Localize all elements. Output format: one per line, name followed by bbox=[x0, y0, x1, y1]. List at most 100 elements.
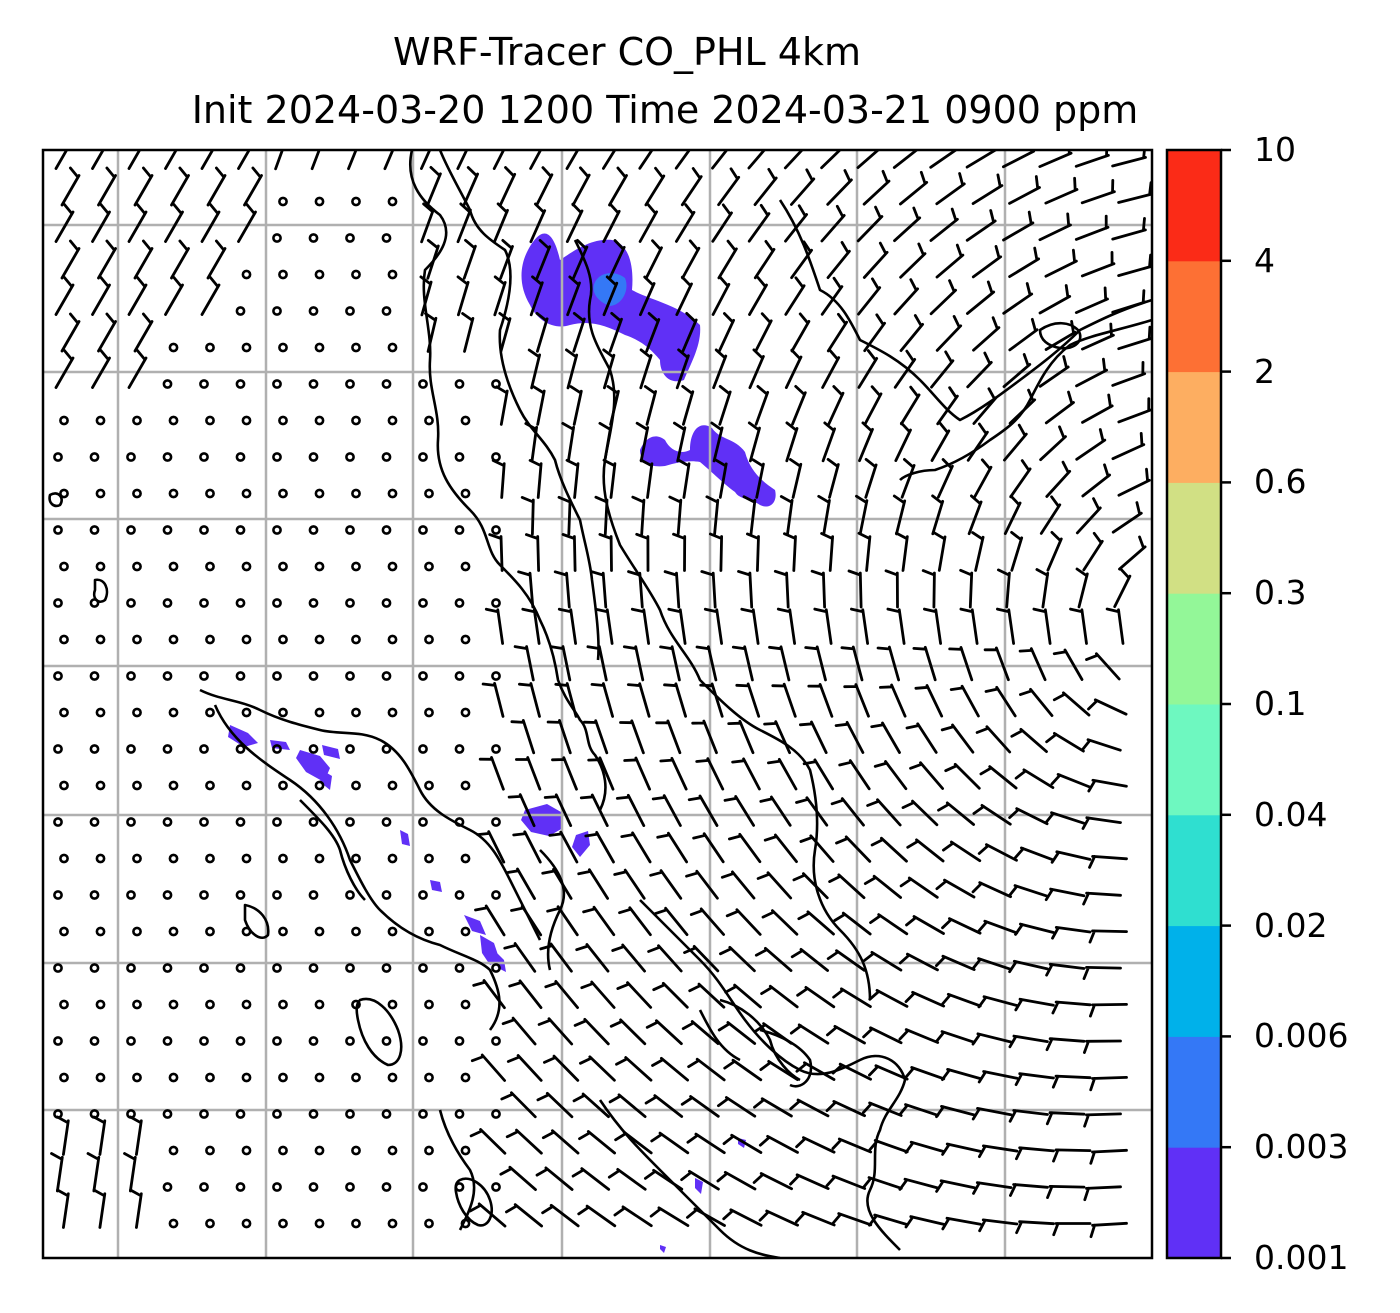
wind-barb bbox=[894, 421, 912, 462]
wind-barb bbox=[966, 351, 993, 389]
coastline-lake-south bbox=[213, 704, 501, 1031]
calm-wind-circle bbox=[351, 561, 361, 572]
wind-barb bbox=[462, 238, 477, 280]
wind-barb bbox=[1075, 357, 1108, 388]
wind-barb bbox=[763, 833, 798, 863]
calm-wind-circle bbox=[460, 999, 471, 1010]
wind-barb bbox=[129, 1115, 143, 1156]
wind-barb bbox=[578, 1130, 616, 1155]
wind-barb bbox=[870, 836, 908, 863]
wind-barb bbox=[821, 348, 841, 389]
wind-barb bbox=[586, 645, 608, 682]
wind-barb bbox=[553, 570, 571, 609]
wind-barb bbox=[584, 831, 615, 864]
wind-barb bbox=[602, 150, 617, 170]
wind-barb bbox=[1080, 179, 1116, 205]
wind-barb bbox=[972, 804, 1012, 826]
wind-barb bbox=[753, 1022, 793, 1045]
wind-barb bbox=[832, 987, 872, 1008]
wind-barb bbox=[686, 1132, 726, 1155]
wind-barb bbox=[470, 1053, 506, 1082]
calm-wind-circle bbox=[387, 342, 398, 353]
calm-wind-circle bbox=[418, 452, 428, 462]
wind-barb bbox=[681, 385, 695, 426]
wind-barb bbox=[904, 1215, 946, 1229]
wind-barb bbox=[548, 830, 579, 864]
calm-wind-circle bbox=[89, 963, 100, 973]
calm-wind-circle bbox=[454, 963, 465, 973]
calm-wind-circle bbox=[162, 598, 173, 608]
calm-wind-circle bbox=[278, 999, 288, 1010]
wind-barb bbox=[243, 166, 263, 207]
wind-barb bbox=[495, 385, 509, 426]
calm-wind-circle bbox=[168, 561, 179, 572]
wind-barb bbox=[97, 239, 117, 280]
wind-barb bbox=[1010, 531, 1024, 572]
calm-wind-circle bbox=[59, 561, 69, 572]
wind-barb bbox=[56, 1188, 70, 1229]
wind-barb bbox=[594, 495, 609, 536]
calm-wind-circle bbox=[205, 707, 215, 718]
calm-wind-circle bbox=[199, 452, 209, 462]
calm-wind-circle bbox=[235, 890, 246, 900]
wind-barb bbox=[820, 532, 834, 572]
wind-barb bbox=[491, 459, 506, 499]
wind-barb bbox=[727, 719, 755, 755]
wind-barb bbox=[1032, 607, 1052, 645]
calm-wind-circle bbox=[345, 452, 355, 462]
wind-barb bbox=[748, 276, 768, 316]
wind-barb bbox=[551, 756, 578, 791]
colorbar-tick-label: 0.003 bbox=[1254, 1127, 1349, 1167]
wind-barb bbox=[997, 568, 1011, 609]
wind-barb bbox=[582, 719, 609, 755]
wind-barb bbox=[92, 1115, 107, 1156]
wind-barb bbox=[1050, 773, 1092, 789]
wind-barb bbox=[899, 242, 927, 279]
calm-wind-circle bbox=[162, 963, 173, 973]
wind-barb bbox=[54, 349, 75, 389]
wind-barb bbox=[127, 150, 142, 170]
calm-wind-circle bbox=[351, 1145, 361, 1156]
calm-wind-circle bbox=[168, 1072, 179, 1083]
calm-wind-circle bbox=[168, 1145, 179, 1156]
calm-wind-circle bbox=[308, 1109, 319, 1119]
calm-wind-circle bbox=[387, 1145, 398, 1156]
wind-barb bbox=[935, 1105, 976, 1119]
wind-barb bbox=[784, 348, 803, 389]
calm-wind-circle bbox=[95, 780, 106, 791]
wind-barb bbox=[906, 838, 945, 863]
wind-barb bbox=[862, 950, 903, 972]
wind-barb bbox=[931, 494, 945, 536]
wind-barb bbox=[546, 905, 579, 937]
calm-wind-circle bbox=[387, 707, 398, 718]
wind-barb bbox=[580, 980, 616, 1009]
calm-wind-circle bbox=[387, 1218, 398, 1229]
calm-wind-circle bbox=[381, 379, 392, 389]
calm-wind-circle bbox=[381, 1036, 392, 1046]
wind-barb bbox=[572, 239, 589, 280]
wind-barb bbox=[941, 992, 982, 1008]
wind-barb bbox=[904, 1066, 946, 1081]
wind-barb bbox=[763, 720, 791, 755]
wind-barb bbox=[886, 607, 906, 645]
wind-barb bbox=[1051, 1074, 1092, 1089]
wind-barb bbox=[500, 1091, 537, 1119]
calm-wind-circle bbox=[345, 1109, 355, 1119]
wind-barb bbox=[668, 495, 683, 536]
calm-wind-circle bbox=[418, 598, 428, 608]
wind-barb bbox=[656, 831, 688, 864]
wind-barb bbox=[758, 1209, 799, 1227]
wind-barb bbox=[515, 756, 542, 791]
wind-barb bbox=[505, 1128, 543, 1155]
calm-wind-circle bbox=[272, 963, 282, 973]
calm-wind-circle bbox=[59, 707, 69, 718]
calm-wind-circle bbox=[241, 415, 252, 426]
calm-wind-circle bbox=[278, 707, 288, 718]
wind-barb bbox=[674, 150, 692, 170]
wind-barb bbox=[512, 830, 542, 864]
wind-barb bbox=[1046, 531, 1063, 572]
calm-wind-circle bbox=[272, 598, 282, 608]
wind-barb bbox=[649, 1206, 690, 1227]
calm-wind-circle bbox=[387, 415, 398, 426]
wind-barb bbox=[810, 569, 826, 609]
